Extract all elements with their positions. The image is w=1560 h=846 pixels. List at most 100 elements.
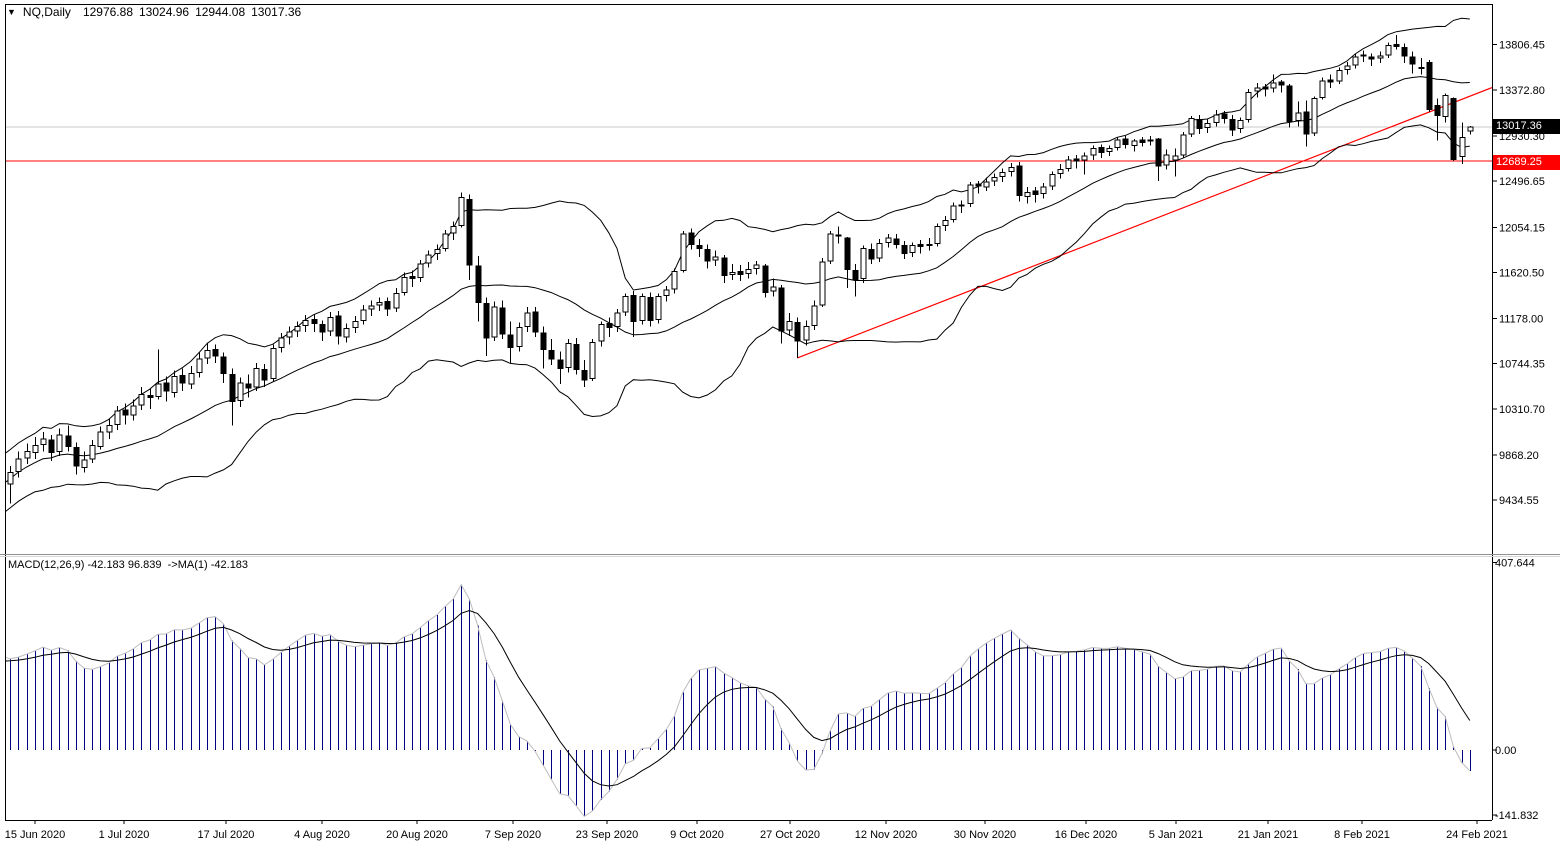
bollinger-middle-band	[6, 76, 1470, 483]
date-tick-label: 17 Jul 2020	[198, 829, 255, 841]
candle-body	[368, 305, 375, 310]
candle-body	[171, 376, 178, 393]
symbol-timeframe-label: NQ,Daily	[22, 5, 71, 19]
candle-body	[1352, 56, 1359, 66]
candle-body	[483, 303, 490, 339]
candle-body	[434, 249, 441, 255]
candle-body	[901, 244, 908, 255]
candle-body	[622, 295, 629, 313]
candle-body	[786, 320, 793, 331]
candle-body	[1442, 95, 1449, 118]
candle-body	[138, 393, 145, 406]
candle-body	[409, 276, 416, 280]
candle-body	[753, 264, 760, 269]
candle-body	[1262, 86, 1269, 90]
candle-body	[532, 311, 539, 333]
candle-body	[876, 242, 883, 259]
price-tick-label: 11178.00	[1499, 314, 1543, 326]
candle-body	[245, 383, 252, 389]
candle-body	[294, 326, 301, 332]
candle-body	[507, 334, 514, 348]
candle-body	[893, 238, 900, 245]
candle-body	[1254, 87, 1261, 92]
candle-body	[917, 243, 924, 247]
date-tick-label: 1 Jul 2020	[99, 829, 150, 841]
candle-body	[458, 196, 465, 227]
candle-body	[516, 327, 523, 347]
candle-body	[65, 435, 72, 447]
candle-body	[1090, 148, 1097, 156]
candle-body	[614, 312, 621, 328]
candle-body	[1049, 174, 1056, 187]
candle-body	[663, 289, 670, 296]
candle-body	[32, 444, 39, 454]
price-tick-label: 9434.55	[1499, 495, 1539, 507]
date-tick-label: 16 Dec 2020	[1055, 829, 1117, 841]
candle-body	[393, 292, 400, 309]
date-tick-label: 21 Jan 2021	[1238, 829, 1299, 841]
candle-body	[15, 458, 22, 472]
candle-body	[237, 382, 244, 402]
candle-body	[212, 349, 219, 357]
candle-body	[1016, 165, 1023, 196]
macd-pane-layer	[6, 583, 1471, 818]
candle-body	[909, 244, 916, 254]
candle-body	[778, 287, 785, 332]
candle-body	[1073, 158, 1080, 162]
collapse-triangle-icon[interactable]: ▼	[7, 7, 16, 17]
candle-body	[803, 326, 810, 341]
candle-body	[1155, 138, 1162, 167]
candle-body	[425, 254, 432, 264]
date-tick-label: 8 Feb 2021	[1334, 829, 1390, 841]
macd-main-value: -42.183	[87, 559, 125, 571]
candle-body	[286, 331, 293, 338]
candle-body	[417, 263, 424, 279]
price-tick-label: 12496.65	[1499, 176, 1545, 188]
quote-low: 12944.08	[195, 5, 246, 19]
candle-body	[343, 328, 350, 338]
candle-body	[647, 296, 654, 321]
candle-body	[688, 232, 695, 245]
main-chart-pane[interactable]	[6, 5, 1492, 553]
candle-body	[114, 410, 121, 426]
trendline[interactable]	[797, 87, 1492, 359]
candle-body	[581, 369, 588, 381]
price-tick-label: 13372.80	[1499, 85, 1545, 97]
candle-body	[327, 316, 334, 332]
candle-body	[565, 342, 572, 368]
price-tick-label: 12930.30	[1499, 131, 1545, 143]
candle-body	[1426, 62, 1433, 111]
candle-body	[770, 286, 777, 292]
candle-body	[442, 233, 449, 250]
macd-pane[interactable]	[6, 557, 1492, 820]
candle-body	[179, 375, 186, 384]
candle-body	[712, 256, 719, 261]
candle-body	[999, 171, 1006, 178]
candle-body	[1327, 79, 1334, 83]
candle-body	[680, 233, 687, 271]
macd-ma-label: ->MA(1)	[167, 559, 208, 571]
candle-body	[491, 306, 498, 338]
candle-body	[81, 459, 88, 468]
candle-body	[704, 249, 711, 262]
candle-body	[475, 265, 482, 304]
candle-body	[1008, 166, 1015, 172]
candlesticks	[7, 34, 1474, 504]
candle-body	[868, 249, 875, 260]
candle-body	[1434, 105, 1441, 117]
date-tick-label: 23 Sep 2020	[576, 829, 638, 841]
candle-body	[1295, 112, 1302, 121]
candle-body	[1401, 46, 1408, 57]
candle-body	[827, 233, 834, 262]
candle-body	[1245, 91, 1252, 120]
candle-body	[130, 405, 137, 416]
candle-body	[89, 444, 96, 460]
candle-body	[1319, 80, 1326, 98]
candle-body	[1147, 139, 1154, 142]
candle-body	[1360, 54, 1367, 57]
price-tick-label: 9868.20	[1499, 450, 1539, 462]
candle-body	[1114, 139, 1121, 148]
candle-body	[671, 270, 678, 290]
main-pane-layer	[6, 17, 1492, 512]
candle-body	[1278, 81, 1285, 86]
